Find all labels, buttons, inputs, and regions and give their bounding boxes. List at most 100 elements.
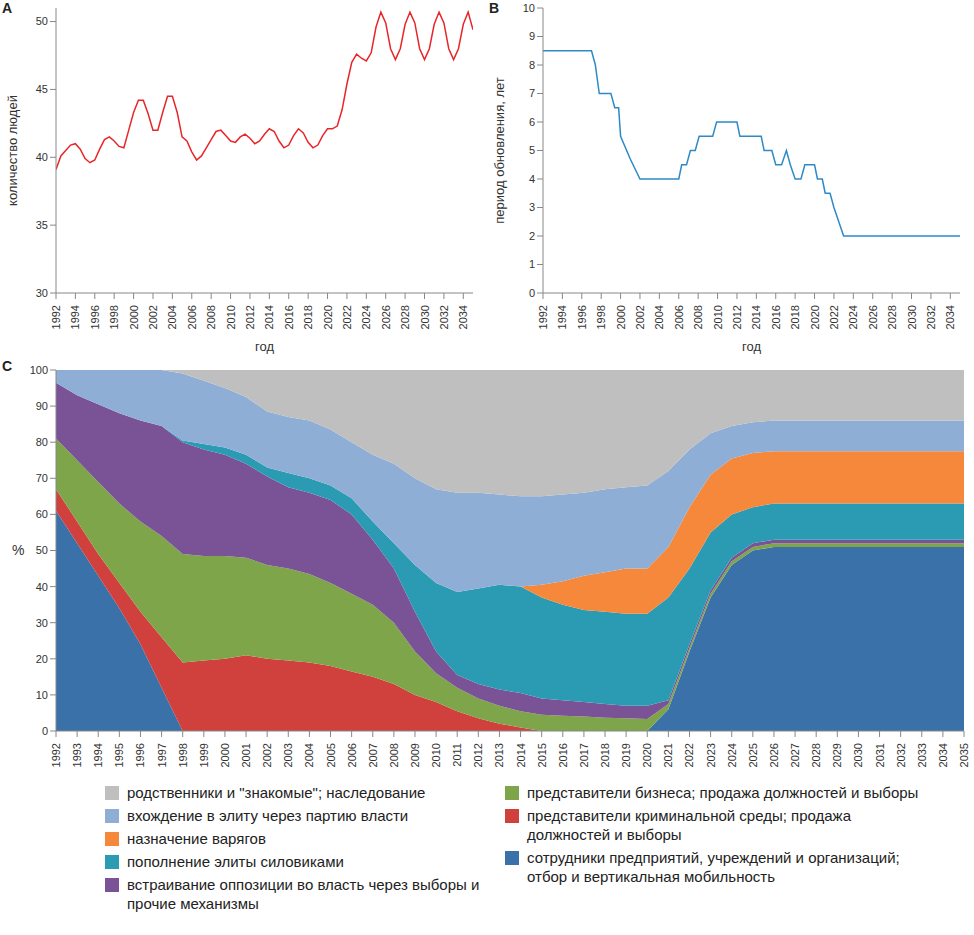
svg-text:2: 2 — [529, 230, 535, 242]
svg-text:2022: 2022 — [828, 305, 840, 329]
svg-text:2006: 2006 — [186, 305, 198, 329]
svg-text:2000: 2000 — [219, 743, 231, 767]
svg-text:1994: 1994 — [69, 305, 81, 329]
svg-text:2020: 2020 — [322, 305, 334, 329]
svg-text:2028: 2028 — [399, 305, 411, 329]
svg-text:период обновления, лет: период обновления, лет — [492, 77, 507, 223]
svg-text:%: % — [12, 542, 24, 558]
svg-text:1995: 1995 — [113, 743, 125, 767]
svg-text:2029: 2029 — [831, 743, 843, 767]
svg-text:2030: 2030 — [419, 305, 431, 329]
svg-text:100: 100 — [30, 364, 48, 376]
svg-text:2010: 2010 — [225, 305, 237, 329]
svg-text:3: 3 — [529, 201, 535, 213]
svg-text:8: 8 — [529, 59, 535, 71]
svg-text:1997: 1997 — [156, 743, 168, 767]
svg-text:0: 0 — [529, 287, 535, 299]
svg-text:2008: 2008 — [388, 743, 400, 767]
svg-text:2013: 2013 — [493, 743, 505, 767]
svg-text:1994: 1994 — [556, 305, 568, 329]
svg-text:2018: 2018 — [599, 743, 611, 767]
svg-text:2033: 2033 — [916, 743, 928, 767]
svg-text:2007: 2007 — [367, 743, 379, 767]
svg-text:2001: 2001 — [240, 743, 252, 767]
svg-text:1994: 1994 — [92, 743, 104, 767]
svg-text:10: 10 — [523, 2, 535, 14]
svg-text:год: год — [255, 339, 274, 354]
svg-text:1996: 1996 — [89, 305, 101, 329]
svg-text:2034: 2034 — [937, 743, 949, 767]
svg-text:2020: 2020 — [641, 743, 653, 767]
svg-text:2011: 2011 — [451, 743, 463, 767]
svg-text:2004: 2004 — [166, 305, 178, 329]
svg-text:1999: 1999 — [198, 743, 210, 767]
svg-text:2024: 2024 — [726, 743, 738, 767]
svg-text:2000: 2000 — [128, 305, 140, 329]
svg-text:2022: 2022 — [341, 305, 353, 329]
svg-text:2016: 2016 — [283, 305, 295, 329]
svg-text:2014: 2014 — [750, 305, 762, 329]
svg-text:2004: 2004 — [653, 305, 665, 329]
svg-text:2018: 2018 — [789, 305, 801, 329]
svg-text:2018: 2018 — [302, 305, 314, 329]
svg-text:1992: 1992 — [537, 305, 549, 329]
svg-text:45: 45 — [36, 83, 48, 95]
svg-text:2027: 2027 — [789, 743, 801, 767]
svg-text:2026: 2026 — [768, 743, 780, 767]
svg-text:7: 7 — [529, 87, 535, 99]
svg-text:количество людей: количество людей — [8, 95, 20, 206]
svg-text:9: 9 — [529, 30, 535, 42]
svg-text:2028: 2028 — [886, 305, 898, 329]
svg-text:60: 60 — [36, 508, 48, 520]
svg-text:50: 50 — [36, 15, 48, 27]
svg-text:2021: 2021 — [662, 743, 674, 767]
svg-text:1: 1 — [529, 258, 535, 270]
svg-text:2014: 2014 — [515, 743, 527, 767]
svg-text:2008: 2008 — [205, 305, 217, 329]
svg-text:2031: 2031 — [874, 743, 886, 767]
svg-text:10: 10 — [36, 689, 48, 701]
svg-text:2022: 2022 — [683, 743, 695, 767]
svg-text:20: 20 — [36, 653, 48, 665]
svg-text:30: 30 — [36, 617, 48, 629]
svg-text:30: 30 — [36, 287, 48, 299]
svg-text:2015: 2015 — [536, 743, 548, 767]
svg-text:2034: 2034 — [457, 305, 469, 329]
svg-text:40: 40 — [36, 151, 48, 163]
svg-text:2010: 2010 — [430, 743, 442, 767]
svg-text:2012: 2012 — [244, 305, 256, 329]
svg-text:1996: 1996 — [134, 743, 146, 767]
svg-text:2024: 2024 — [847, 305, 859, 329]
svg-text:6: 6 — [529, 116, 535, 128]
svg-text:2016: 2016 — [770, 305, 782, 329]
svg-text:2010: 2010 — [712, 305, 724, 329]
svg-text:2002: 2002 — [634, 305, 646, 329]
svg-text:2003: 2003 — [282, 743, 294, 767]
svg-text:35: 35 — [36, 219, 48, 231]
svg-text:2032: 2032 — [925, 305, 937, 329]
svg-text:2004: 2004 — [303, 743, 315, 767]
svg-text:4: 4 — [529, 173, 535, 185]
svg-text:2026: 2026 — [867, 305, 879, 329]
svg-text:2012: 2012 — [731, 305, 743, 329]
svg-text:2020: 2020 — [809, 305, 821, 329]
svg-text:1998: 1998 — [108, 305, 120, 329]
svg-text:2032: 2032 — [438, 305, 450, 329]
svg-text:2019: 2019 — [620, 743, 632, 767]
svg-text:5: 5 — [529, 144, 535, 156]
svg-text:2035: 2035 — [958, 743, 966, 767]
svg-text:2024: 2024 — [360, 305, 372, 329]
svg-text:1992: 1992 — [50, 743, 62, 767]
svg-text:1998: 1998 — [177, 743, 189, 767]
svg-text:1998: 1998 — [595, 305, 607, 329]
svg-text:год: год — [742, 339, 761, 354]
svg-text:2017: 2017 — [578, 743, 590, 767]
svg-text:2032: 2032 — [895, 743, 907, 767]
svg-text:2009: 2009 — [409, 743, 421, 767]
svg-text:50: 50 — [36, 544, 48, 556]
svg-text:2005: 2005 — [325, 743, 337, 767]
svg-text:2012: 2012 — [472, 743, 484, 767]
svg-text:2023: 2023 — [705, 743, 717, 767]
svg-text:2002: 2002 — [261, 743, 273, 767]
svg-text:2034: 2034 — [944, 305, 956, 329]
